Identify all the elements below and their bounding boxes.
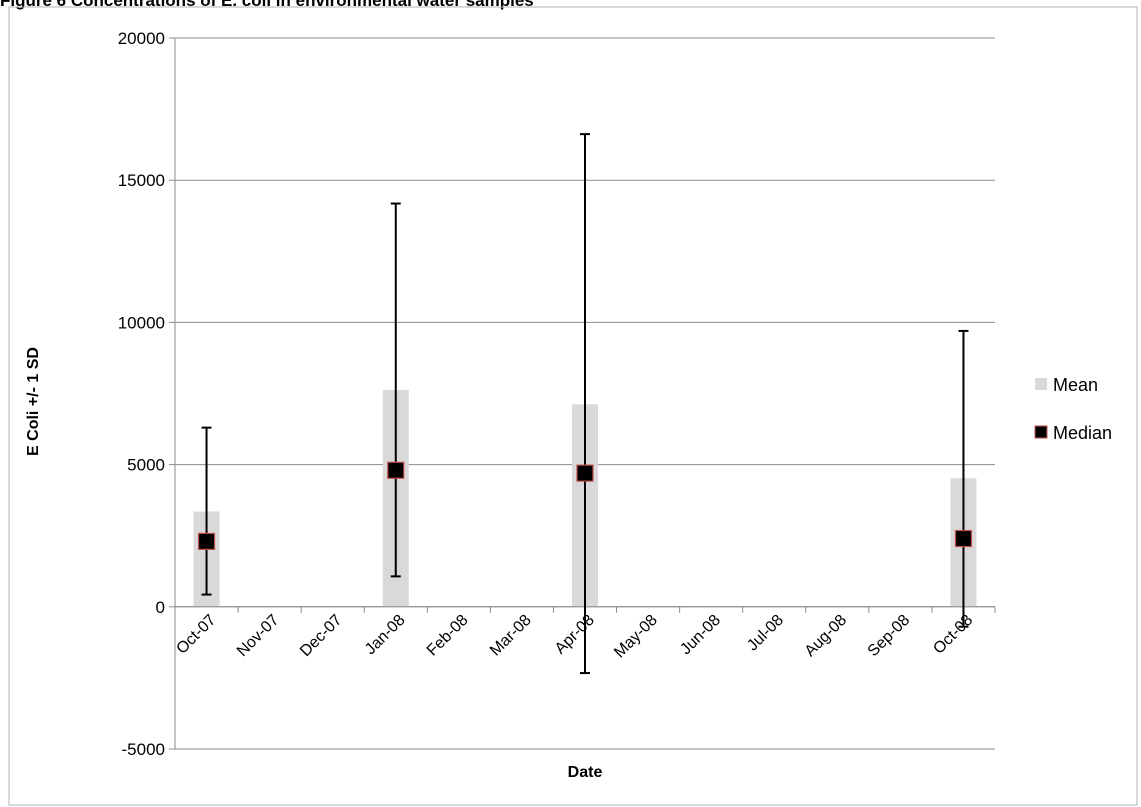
median-marker bbox=[576, 464, 594, 482]
legend-label-mean: Mean bbox=[1053, 375, 1098, 395]
y-tick-label: 5000 bbox=[127, 456, 165, 475]
x-tick-label: Oct-07 bbox=[173, 612, 219, 658]
figure-title: Figure 6 Concentrations of E. coli in en… bbox=[0, 0, 534, 10]
x-tick-label: Jul-08 bbox=[744, 612, 787, 655]
x-tick-label: Mar-08 bbox=[487, 612, 535, 660]
legend-swatch-median bbox=[1034, 425, 1048, 439]
x-axis-label: Date bbox=[568, 764, 603, 781]
y-axis-label: E Coli +/- 1 SD bbox=[25, 347, 42, 456]
y-tick-label: 0 bbox=[156, 598, 165, 617]
x-tick-label: Oct-08 bbox=[930, 612, 976, 658]
x-tick-label: May-08 bbox=[611, 612, 661, 662]
x-tick-label: Jun-08 bbox=[677, 612, 724, 659]
chart-border bbox=[8, 6, 1138, 806]
y-tick-label: -5000 bbox=[122, 740, 165, 759]
x-tick-label: Feb-08 bbox=[424, 612, 472, 660]
legend-swatch-mean bbox=[1035, 378, 1047, 390]
legend-label-median: Median bbox=[1053, 423, 1112, 443]
median-marker bbox=[954, 529, 973, 548]
x-tick-label: Dec-07 bbox=[297, 612, 346, 661]
y-tick-label: 15000 bbox=[118, 171, 165, 190]
x-tick-label: Aug-08 bbox=[802, 612, 851, 661]
y-tick-label: 10000 bbox=[118, 313, 165, 332]
x-tick-label: Apr-08 bbox=[552, 612, 598, 658]
x-tick-label: Jan-08 bbox=[362, 612, 409, 659]
median-marker bbox=[387, 461, 405, 479]
x-tick-label: Sep-08 bbox=[865, 612, 914, 661]
x-tick-label: Nov-07 bbox=[234, 612, 283, 661]
median-marker bbox=[197, 532, 216, 550]
y-tick-label: 20000 bbox=[118, 29, 165, 48]
